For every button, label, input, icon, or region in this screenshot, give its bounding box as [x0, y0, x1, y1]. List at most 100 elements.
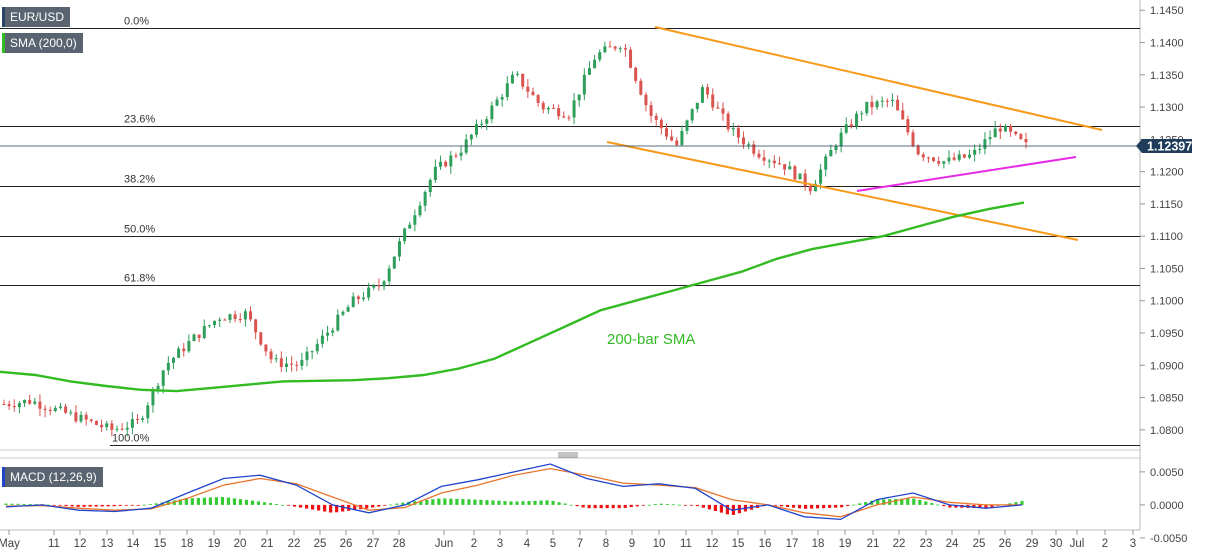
macd-histogram-bar [443, 498, 447, 505]
candle-body [377, 285, 381, 287]
macd-histogram-bar [677, 504, 681, 506]
candle-body [397, 241, 401, 257]
macd-tick-label: 0.0050 [1150, 467, 1184, 479]
candle-body [885, 100, 889, 102]
candle-body [449, 155, 453, 167]
candle-body [233, 314, 237, 320]
macd-histogram-bar [990, 504, 994, 507]
macd-histogram-bar [876, 499, 880, 505]
candle-body [64, 406, 68, 413]
candle-body [12, 406, 16, 408]
candle-body [151, 389, 155, 406]
candle-body [341, 311, 345, 315]
candle-body [500, 96, 504, 100]
sma-annotation: 200-bar SMA [607, 331, 695, 348]
candle-body [356, 296, 360, 300]
symbol-tag[interactable]: EUR/USD [2, 7, 71, 27]
candle-body [1014, 131, 1018, 135]
macd-histogram-bar [617, 504, 621, 509]
candle-body [223, 319, 227, 321]
candle-body [993, 128, 997, 138]
time-tick-label: 11 [48, 538, 60, 550]
macd-histogram-bar [437, 498, 441, 505]
candle-body [428, 179, 432, 192]
macd-axis[interactable]: 0.0050 0.0000 -0.0050 [1140, 467, 1187, 545]
candle-body [43, 408, 47, 410]
macd-histogram-bar [124, 504, 128, 506]
macd-histogram-bar [250, 500, 255, 505]
macd-histogram-bar [232, 498, 237, 505]
macd-histogram-bar [948, 504, 952, 508]
price-axis[interactable]: 1.14501.14001.13501.13001.12501.12001.11… [1140, 5, 1184, 437]
price-tick-label: 1.1400 [1150, 38, 1184, 50]
channel-lower-line[interactable] [606, 141, 1079, 241]
candle-body [562, 116, 566, 118]
macd-histogram-bar [196, 497, 200, 505]
macd-histogram-bar [509, 501, 513, 505]
candle-body [880, 100, 884, 102]
candle-body [346, 307, 350, 312]
macd-histogram-bar [972, 504, 976, 508]
macd-histogram-bar [154, 503, 158, 505]
time-tick-label: 22 [288, 538, 301, 550]
candle-body [125, 427, 129, 430]
candle-body [439, 161, 443, 167]
macd-histogram-bar [707, 504, 711, 510]
candle-body [433, 166, 437, 180]
candle-body [896, 99, 900, 111]
macd-histogram-bar [389, 504, 393, 506]
candle-body [207, 325, 211, 327]
symbol-label: EUR/USD [10, 10, 65, 24]
macd-histogram-bar [864, 502, 868, 505]
candle-body [274, 358, 278, 360]
candle-body [259, 332, 263, 345]
candle-body [521, 73, 525, 87]
time-axis[interactable]: May 11 12 13 14 15 18 19 20 21 22 25 26 27 28 Jun 2 3 4 5 7 8… [0, 530, 1136, 550]
macd-histogram-bar [785, 504, 790, 508]
candle-body [310, 351, 314, 353]
time-tick-label: 19 [208, 538, 221, 550]
macd-indicator-tag[interactable]: MACD (12,26,9) [2, 467, 103, 487]
candlesticks [2, 40, 1028, 437]
candle-body [254, 319, 258, 333]
support-line[interactable] [856, 156, 1077, 192]
candle-body [706, 87, 710, 95]
candle-body [808, 185, 812, 192]
candle-body [926, 157, 930, 159]
candle-body [793, 166, 797, 180]
candle-body [865, 101, 869, 114]
macd-histogram-bar [214, 497, 219, 505]
candle-body [813, 183, 817, 192]
candle-body [249, 311, 253, 320]
macd-panel[interactable] [0, 458, 1140, 530]
time-tick-label: 7 [577, 538, 583, 550]
candle-body [202, 325, 206, 339]
macd-histogram-bar [725, 504, 730, 515]
channel-upper-line[interactable] [654, 26, 1103, 131]
macd-histogram-bar [803, 504, 808, 509]
candle-body [757, 153, 761, 158]
time-tick-label: 9 [629, 538, 635, 550]
macd-histogram-bar [473, 499, 477, 505]
symbol-color-swatch [2, 7, 5, 27]
macd-histogram-bar [298, 504, 303, 508]
price-tick-label: 1.0900 [1150, 360, 1184, 372]
time-tick-label: 15 [154, 538, 167, 550]
candle-body [834, 146, 838, 151]
panel-resize-handle[interactable] [558, 452, 578, 458]
candle-body [639, 80, 643, 95]
candle-body [505, 83, 509, 97]
fib-level-label: 23.6% [124, 114, 155, 126]
candle-body [824, 156, 828, 170]
sma-indicator-tag[interactable]: SMA (200,0) [2, 33, 83, 53]
candle-body [916, 145, 920, 155]
macd-line [5, 463, 1023, 521]
candle-body [711, 94, 715, 108]
macd-histogram-bar [852, 504, 856, 506]
macd-histogram-bar [918, 499, 922, 505]
macd-histogram-bar [449, 498, 453, 505]
time-tick-label: 12 [74, 538, 87, 550]
time-tick-label: 23 [920, 538, 933, 550]
price-panel[interactable] [0, 0, 1140, 450]
